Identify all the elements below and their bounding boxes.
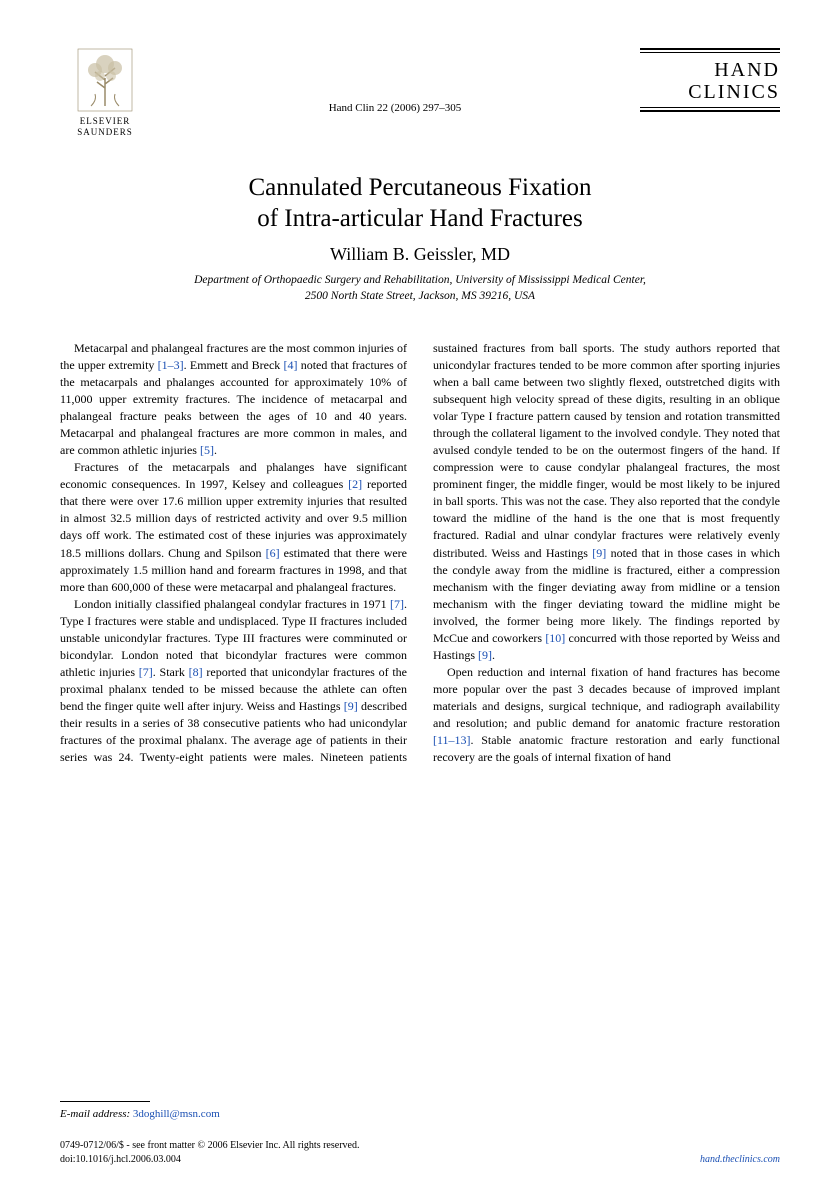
paragraph-2: Fractures of the metacarpals and phalang… bbox=[60, 459, 407, 595]
affiliation-line2: 2500 North State Street, Jackson, MS 392… bbox=[60, 289, 780, 305]
email-link[interactable]: 3doghill@msn.com bbox=[133, 1108, 220, 1120]
elsevier-tree-icon bbox=[77, 48, 133, 112]
citation-link[interactable]: [8] bbox=[189, 665, 203, 679]
publisher-name: ELSEVIER SAUNDERS bbox=[77, 116, 133, 138]
publisher-name-line2: SAUNDERS bbox=[77, 127, 133, 138]
footer-left: 0749-0712/06/$ - see front matter © 2006… bbox=[60, 1139, 359, 1166]
article-body: Metacarpal and phalangeal fractures are … bbox=[60, 340, 780, 766]
rule-icon bbox=[640, 52, 780, 53]
rule-icon bbox=[60, 1101, 150, 1102]
rule-icon bbox=[640, 110, 780, 112]
journal-name-block: HAND CLINICS bbox=[640, 48, 780, 114]
citation-link[interactable]: [11–13] bbox=[433, 733, 471, 747]
journal-name: HAND CLINICS bbox=[640, 55, 780, 107]
publisher-name-line1: ELSEVIER bbox=[77, 116, 133, 127]
journal-name-line2: CLINICS bbox=[640, 81, 780, 103]
doi-line: doi:10.1016/j.hcl.2006.03.004 bbox=[60, 1153, 359, 1167]
affiliation-line1: Department of Orthopaedic Surgery and Re… bbox=[60, 273, 780, 289]
title-line2: of Intra-articular Hand Fractures bbox=[60, 203, 780, 234]
journal-reference: Hand Clin 22 (2006) 297–305 bbox=[150, 48, 640, 114]
citation-link[interactable]: [6] bbox=[266, 546, 280, 560]
rule-icon bbox=[640, 107, 780, 108]
citation-link[interactable]: [1–3] bbox=[158, 358, 184, 372]
paragraph-4: Open reduction and internal fixation of … bbox=[433, 664, 780, 766]
copyright-line: 0749-0712/06/$ - see front matter © 2006… bbox=[60, 1139, 359, 1153]
correspondence-email: E-mail address: 3doghill@msn.com bbox=[60, 1101, 400, 1120]
author-affiliation: Department of Orthopaedic Surgery and Re… bbox=[60, 273, 780, 304]
citation-link[interactable]: [9] bbox=[592, 546, 606, 560]
citation-link[interactable]: [2] bbox=[348, 477, 362, 491]
journal-url[interactable]: hand.theclinics.com bbox=[700, 1153, 780, 1167]
article-title: Cannulated Percutaneous Fixation of Intr… bbox=[60, 172, 780, 235]
journal-name-line1: HAND bbox=[640, 59, 780, 81]
page-header: ELSEVIER SAUNDERS Hand Clin 22 (2006) 29… bbox=[60, 48, 780, 138]
citation-link[interactable]: [4] bbox=[284, 358, 298, 372]
citation-link[interactable]: [5] bbox=[200, 443, 214, 457]
citation-link[interactable]: [9] bbox=[344, 699, 358, 713]
citation-link[interactable]: [7] bbox=[390, 597, 404, 611]
publisher-block: ELSEVIER SAUNDERS bbox=[60, 48, 150, 138]
page-footer: 0749-0712/06/$ - see front matter © 2006… bbox=[60, 1139, 780, 1166]
paragraph-1: Metacarpal and phalangeal fractures are … bbox=[60, 340, 407, 459]
email-label: E-mail address: bbox=[60, 1108, 133, 1120]
citation-link[interactable]: [10] bbox=[545, 631, 565, 645]
citation-link[interactable]: [7] bbox=[139, 665, 153, 679]
author-name: William B. Geissler, MD bbox=[60, 244, 780, 265]
rule-icon bbox=[640, 48, 780, 50]
title-line1: Cannulated Percutaneous Fixation bbox=[60, 172, 780, 203]
citation-link[interactable]: [9] bbox=[478, 648, 492, 662]
